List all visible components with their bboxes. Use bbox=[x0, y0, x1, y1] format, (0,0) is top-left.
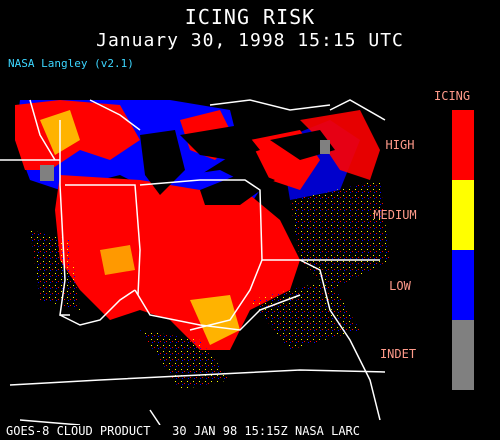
footer-caption: GOES-8 CLOUD PRODUCT 30 JAN 98 15:15Z NA… bbox=[6, 424, 361, 438]
legend-swatch-high bbox=[452, 110, 474, 180]
legend-label-low: LOW bbox=[389, 279, 411, 293]
icing-data-layer bbox=[15, 100, 390, 390]
legend-label-indet: INDET bbox=[379, 347, 417, 361]
legend-swatch-low bbox=[452, 250, 474, 320]
map-title: ICING RISK bbox=[184, 5, 316, 29]
legend-title: ICING bbox=[434, 89, 471, 103]
map-subtitle: January 30, 1998 15:15 UTC bbox=[96, 30, 404, 51]
version-label: NASA Langley (v2.1) bbox=[8, 57, 134, 70]
legend-label-high: HIGH bbox=[385, 138, 415, 152]
legend-swatch-medium bbox=[452, 180, 474, 250]
state-borders bbox=[0, 99, 386, 425]
icing-map bbox=[0, 99, 390, 425]
legend-label-medium: MEDIUM bbox=[373, 208, 417, 222]
legend-swatch-indet bbox=[452, 320, 474, 390]
